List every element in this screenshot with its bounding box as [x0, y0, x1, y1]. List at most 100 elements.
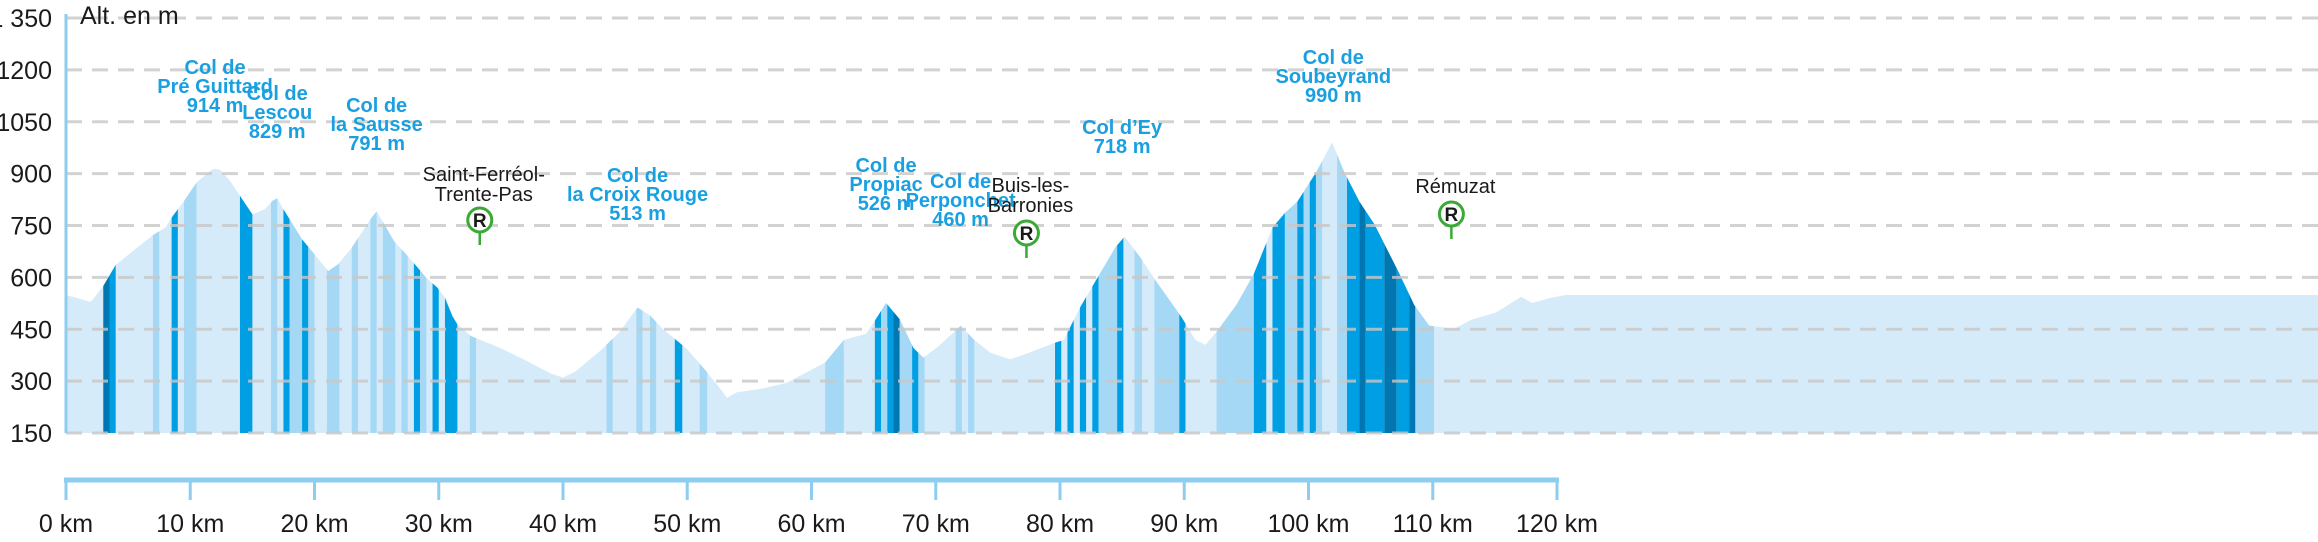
y-tick-label: 750	[10, 213, 52, 241]
refuel-marker-icon	[1437, 200, 1465, 228]
gradient-band	[674, 142, 683, 433]
gradient-band	[1134, 142, 1143, 433]
profile-area	[66, 142, 2318, 433]
gradient-band	[874, 142, 882, 433]
pass-label-line: Lescou	[242, 102, 312, 124]
gradient-band	[171, 142, 178, 433]
town-label: Saint-Ferréol-Trente-Pas R	[423, 164, 545, 245]
pass-label-line: 791 m	[348, 133, 405, 155]
gradient-band	[302, 142, 309, 433]
gradient-band	[289, 142, 303, 433]
town-label-line: Rémuzat	[1415, 176, 1495, 198]
gradient-band	[1337, 142, 1348, 433]
pass-label-line: 513 m	[609, 203, 666, 225]
town-label: Buis-les-Barronies R	[988, 175, 1074, 258]
gradient-band	[899, 142, 913, 433]
gradient-band	[1315, 142, 1323, 433]
pass-label-line: 914 m	[187, 95, 244, 117]
pass-label-line: Col de	[930, 171, 991, 193]
gradient-band	[283, 142, 290, 433]
refuel-marker-letter: R	[1020, 224, 1034, 245]
gradient-band	[1179, 142, 1186, 433]
refuel-marker-icon	[1012, 219, 1040, 247]
x-tick-label: 90 km	[1150, 510, 1218, 538]
town-label-line: Saint-Ferréol-	[423, 164, 545, 186]
gradient-band	[1284, 142, 1298, 433]
pass-label-line: Soubeyrand	[1276, 66, 1392, 88]
y-tick-label: 600	[10, 264, 52, 292]
pass-label-line: Col d’Ey	[1082, 117, 1163, 139]
town-label-line: Buis-les-	[992, 175, 1070, 197]
gradient-band	[271, 142, 278, 433]
x-tick-label: 50 km	[653, 510, 721, 538]
gradient-band	[1396, 142, 1410, 433]
gradient-band	[432, 142, 439, 433]
y-tick-label: 450	[10, 316, 52, 344]
gradient-band	[1253, 142, 1267, 433]
gradient-band	[1309, 142, 1316, 433]
x-tick-label: 100 km	[1268, 510, 1350, 538]
pass-label-line: Col de	[855, 155, 916, 177]
refuel-marker-letter: R	[1445, 205, 1459, 226]
pass-label-line: 718 m	[1094, 136, 1151, 158]
pass-label-line: Col de	[346, 95, 407, 117]
gradient-band	[1365, 142, 1385, 433]
x-tick-label: 60 km	[777, 510, 845, 538]
gradient-band	[420, 142, 427, 433]
pass-label-line: 990 m	[1305, 85, 1362, 107]
x-tick-label: 110 km	[1393, 510, 1473, 538]
pass-label-line: Pré Guittard	[157, 76, 273, 98]
x-tick-label: 120 km	[1516, 510, 1598, 538]
gradient-band	[370, 142, 377, 433]
pass-label-line: Propiac	[849, 174, 922, 196]
x-tick-label: 20 km	[280, 510, 348, 538]
gradient-band	[1098, 142, 1118, 433]
gradient-band	[1297, 142, 1304, 433]
y-tick-label: 900	[10, 161, 52, 189]
y-tick-label: 1200	[0, 57, 52, 85]
x-tick-label: 70 km	[902, 510, 970, 538]
gradient-band	[1216, 142, 1254, 433]
y-tick-label: 150	[10, 420, 52, 448]
gradient-band	[444, 142, 458, 433]
gradient-band	[1303, 142, 1310, 433]
town-label: Rémuzat R	[1415, 176, 1496, 239]
refuel-marker-letter: R	[473, 211, 487, 232]
gradient-band	[103, 142, 110, 433]
gradient-band	[893, 142, 900, 433]
gradient-band	[184, 142, 197, 433]
pass-label-line: la Sausse	[330, 114, 422, 136]
gradient-band	[825, 142, 844, 433]
gradient-band	[351, 142, 358, 433]
gradient-band	[413, 142, 421, 433]
gradient-band	[326, 142, 340, 433]
gradient-band	[382, 142, 396, 433]
gradient-band	[699, 142, 708, 433]
y-tick-label: 1050	[0, 109, 52, 137]
x-tick-label: 80 km	[1026, 510, 1094, 538]
x-tick-label: 10 km	[156, 510, 224, 538]
pass-label-line: Col de	[247, 83, 308, 105]
pass-label-line: 829 m	[249, 121, 306, 143]
gradient-band	[881, 142, 888, 433]
town-label-line: Barronies	[988, 195, 1074, 217]
gradient-band	[1272, 142, 1285, 433]
gradient-band	[1359, 142, 1366, 433]
y-tick-label: 1 350	[0, 5, 52, 33]
gradient-band	[918, 142, 925, 433]
x-tick-label: 40 km	[529, 510, 597, 538]
gradient-band	[887, 142, 894, 433]
gradient-band	[1079, 142, 1087, 433]
pass-label-line: la Croix Rouge	[567, 184, 708, 206]
pass-label-line: Col de	[607, 165, 668, 187]
gradient-band	[912, 142, 919, 433]
pass-label-line: 460 m	[932, 209, 989, 231]
